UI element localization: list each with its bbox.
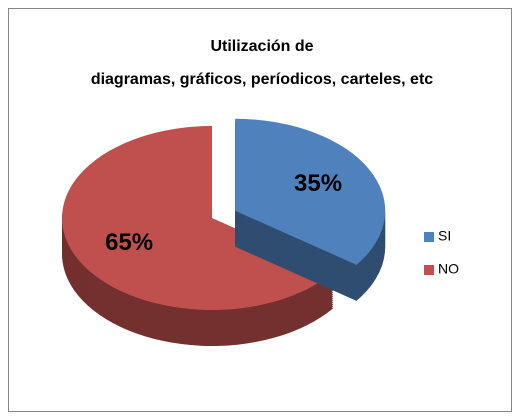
data-label: 35%	[294, 170, 342, 197]
legend-label: SI	[438, 228, 451, 244]
legend-label: NO	[438, 261, 459, 277]
legend-swatch	[424, 232, 434, 242]
slice	[235, 118, 386, 265]
chart-title: diagramas, gráficos, períodicos, cartele…	[91, 71, 433, 88]
legend-swatch	[424, 265, 434, 275]
data-label: 65%	[105, 229, 153, 256]
slice	[61, 126, 334, 310]
chart-title: Utilización de	[210, 38, 313, 55]
